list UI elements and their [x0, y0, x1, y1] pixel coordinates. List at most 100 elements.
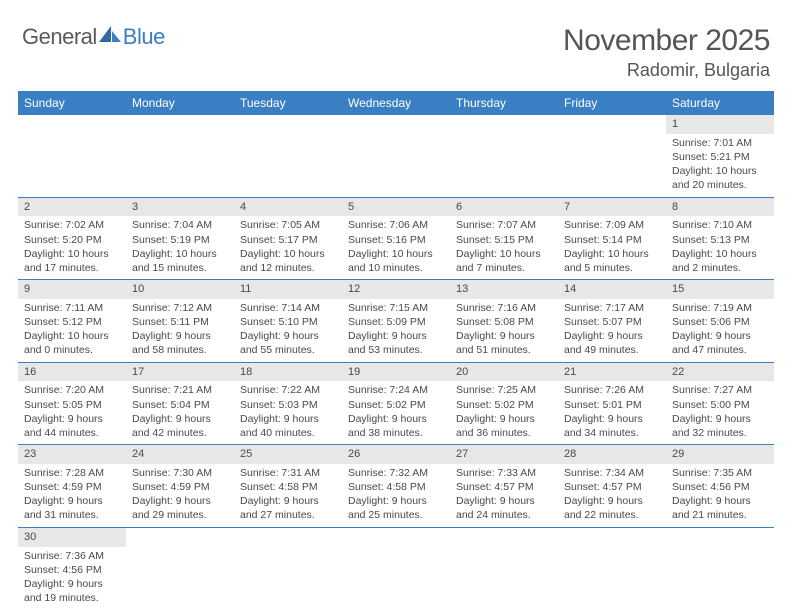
day-number: 28	[558, 445, 666, 464]
sunrise-line: Sunrise: 7:02 AM	[24, 218, 120, 232]
calendar-day: 22Sunrise: 7:27 AMSunset: 5:00 PMDayligh…	[666, 362, 774, 445]
calendar-day: 20Sunrise: 7:25 AMSunset: 5:02 PMDayligh…	[450, 362, 558, 445]
day-number: 22	[666, 363, 774, 382]
day-number: 14	[558, 280, 666, 299]
day-details: Sunrise: 7:34 AMSunset: 4:57 PMDaylight:…	[558, 464, 666, 527]
calendar-empty	[342, 527, 450, 609]
day-details: Sunrise: 7:21 AMSunset: 5:04 PMDaylight:…	[126, 381, 234, 444]
sunrise-line: Sunrise: 7:31 AM	[240, 466, 336, 480]
calendar-week: 23Sunrise: 7:28 AMSunset: 4:59 PMDayligh…	[18, 445, 774, 528]
day-details: Sunrise: 7:16 AMSunset: 5:08 PMDaylight:…	[450, 299, 558, 362]
daylight-line: Daylight: 10 hours and 0 minutes.	[24, 329, 120, 357]
sunset-line: Sunset: 5:02 PM	[456, 398, 552, 412]
calendar-week: 9Sunrise: 7:11 AMSunset: 5:12 PMDaylight…	[18, 280, 774, 363]
calendar-day: 15Sunrise: 7:19 AMSunset: 5:06 PMDayligh…	[666, 280, 774, 363]
day-number: 12	[342, 280, 450, 299]
daylight-line: Daylight: 9 hours and 32 minutes.	[672, 412, 768, 440]
calendar-day: 24Sunrise: 7:30 AMSunset: 4:59 PMDayligh…	[126, 445, 234, 528]
calendar-day: 16Sunrise: 7:20 AMSunset: 5:05 PMDayligh…	[18, 362, 126, 445]
calendar-day: 21Sunrise: 7:26 AMSunset: 5:01 PMDayligh…	[558, 362, 666, 445]
daylight-line: Daylight: 9 hours and 53 minutes.	[348, 329, 444, 357]
sunset-line: Sunset: 5:21 PM	[672, 150, 768, 164]
sunset-line: Sunset: 5:11 PM	[132, 315, 228, 329]
calendar-week: 30Sunrise: 7:36 AMSunset: 4:56 PMDayligh…	[18, 527, 774, 609]
day-details: Sunrise: 7:01 AMSunset: 5:21 PMDaylight:…	[666, 134, 774, 197]
calendar-week: 1Sunrise: 7:01 AMSunset: 5:21 PMDaylight…	[18, 115, 774, 197]
day-number: 1	[666, 115, 774, 134]
day-details: Sunrise: 7:05 AMSunset: 5:17 PMDaylight:…	[234, 216, 342, 279]
day-details: Sunrise: 7:25 AMSunset: 5:02 PMDaylight:…	[450, 381, 558, 444]
day-details: Sunrise: 7:12 AMSunset: 5:11 PMDaylight:…	[126, 299, 234, 362]
day-number: 30	[18, 528, 126, 547]
daylight-line: Daylight: 9 hours and 27 minutes.	[240, 494, 336, 522]
page-title: November 2025	[563, 24, 770, 58]
day-number: 2	[18, 198, 126, 217]
calendar-empty	[450, 115, 558, 197]
day-number: 19	[342, 363, 450, 382]
sunrise-line: Sunrise: 7:15 AM	[348, 301, 444, 315]
daylight-line: Daylight: 9 hours and 24 minutes.	[456, 494, 552, 522]
day-number: 5	[342, 198, 450, 217]
daylight-line: Daylight: 9 hours and 51 minutes.	[456, 329, 552, 357]
day-number: 7	[558, 198, 666, 217]
day-number: 24	[126, 445, 234, 464]
calendar-week: 2Sunrise: 7:02 AMSunset: 5:20 PMDaylight…	[18, 197, 774, 280]
title-block: November 2025 Radomir, Bulgaria	[563, 24, 770, 81]
day-details: Sunrise: 7:06 AMSunset: 5:16 PMDaylight:…	[342, 216, 450, 279]
sunrise-line: Sunrise: 7:34 AM	[564, 466, 660, 480]
sunrise-line: Sunrise: 7:27 AM	[672, 383, 768, 397]
day-number: 18	[234, 363, 342, 382]
sunrise-line: Sunrise: 7:04 AM	[132, 218, 228, 232]
daylight-line: Daylight: 9 hours and 25 minutes.	[348, 494, 444, 522]
sunset-line: Sunset: 5:07 PM	[564, 315, 660, 329]
calendar-day: 14Sunrise: 7:17 AMSunset: 5:07 PMDayligh…	[558, 280, 666, 363]
daylight-line: Daylight: 10 hours and 17 minutes.	[24, 247, 120, 275]
day-number: 23	[18, 445, 126, 464]
sunset-line: Sunset: 5:05 PM	[24, 398, 120, 412]
day-details: Sunrise: 7:31 AMSunset: 4:58 PMDaylight:…	[234, 464, 342, 527]
sunrise-line: Sunrise: 7:24 AM	[348, 383, 444, 397]
day-details: Sunrise: 7:19 AMSunset: 5:06 PMDaylight:…	[666, 299, 774, 362]
day-header: Sunday	[18, 91, 126, 115]
calendar-day: 6Sunrise: 7:07 AMSunset: 5:15 PMDaylight…	[450, 197, 558, 280]
sunrise-line: Sunrise: 7:22 AM	[240, 383, 336, 397]
calendar-day: 27 Sunrise: 7:33 AMSunset: 4:57 PMDayligh…	[450, 445, 558, 528]
day-details: Sunrise: 7:09 AMSunset: 5:14 PMDaylight:…	[558, 216, 666, 279]
calendar-day: 25Sunrise: 7:31 AMSunset: 4:58 PMDayligh…	[234, 445, 342, 528]
day-number: 27	[450, 445, 558, 464]
sunset-line: Sunset: 4:57 PM	[564, 480, 660, 494]
sunrise-line: Sunrise: 7:35 AM	[672, 466, 768, 480]
day-header: Friday	[558, 91, 666, 115]
sunset-line: Sunset: 4:59 PM	[132, 480, 228, 494]
calendar-day: 17Sunrise: 7:21 AMSunset: 5:04 PMDayligh…	[126, 362, 234, 445]
daylight-line: Daylight: 9 hours and 49 minutes.	[564, 329, 660, 357]
daylight-line: Daylight: 9 hours and 55 minutes.	[240, 329, 336, 357]
calendar-day: 23Sunrise: 7:28 AMSunset: 4:59 PMDayligh…	[18, 445, 126, 528]
sunset-line: Sunset: 5:01 PM	[564, 398, 660, 412]
sunrise-line: Sunrise: 7:20 AM	[24, 383, 120, 397]
calendar-day: 3Sunrise: 7:04 AMSunset: 5:19 PMDaylight…	[126, 197, 234, 280]
calendar-day: 29Sunrise: 7:35 AMSunset: 4:56 PMDayligh…	[666, 445, 774, 528]
daylight-line: Daylight: 9 hours and 22 minutes.	[564, 494, 660, 522]
day-number: 4	[234, 198, 342, 217]
day-details: Sunrise: 7:27 AMSunset: 5:00 PMDaylight:…	[666, 381, 774, 444]
location: Radomir, Bulgaria	[563, 60, 770, 81]
day-details: Sunrise: 7:10 AMSunset: 5:13 PMDaylight:…	[666, 216, 774, 279]
calendar-empty	[342, 115, 450, 197]
daylight-line: Daylight: 9 hours and 19 minutes.	[24, 577, 120, 605]
calendar-day: 5Sunrise: 7:06 AMSunset: 5:16 PMDaylight…	[342, 197, 450, 280]
day-header-row: SundayMondayTuesdayWednesdayThursdayFrid…	[18, 91, 774, 115]
sunset-line: Sunset: 5:14 PM	[564, 233, 660, 247]
header: General Blue November 2025 Radomir, Bulg…	[18, 24, 774, 91]
sunset-line: Sunset: 4:57 PM	[456, 480, 552, 494]
logo: General Blue	[22, 24, 165, 50]
sunrise-line: Sunrise: 7:33 AM	[456, 466, 552, 480]
day-details: Sunrise: 7:14 AMSunset: 5:10 PMDaylight:…	[234, 299, 342, 362]
calendar-day: 11Sunrise: 7:14 AMSunset: 5:10 PMDayligh…	[234, 280, 342, 363]
sunset-line: Sunset: 5:03 PM	[240, 398, 336, 412]
day-details: Sunrise: 7:28 AMSunset: 4:59 PMDaylight:…	[18, 464, 126, 527]
calendar-week: 16Sunrise: 7:20 AMSunset: 5:05 PMDayligh…	[18, 362, 774, 445]
day-number: 26	[342, 445, 450, 464]
calendar-day: 28Sunrise: 7:34 AMSunset: 4:57 PMDayligh…	[558, 445, 666, 528]
sunset-line: Sunset: 5:13 PM	[672, 233, 768, 247]
